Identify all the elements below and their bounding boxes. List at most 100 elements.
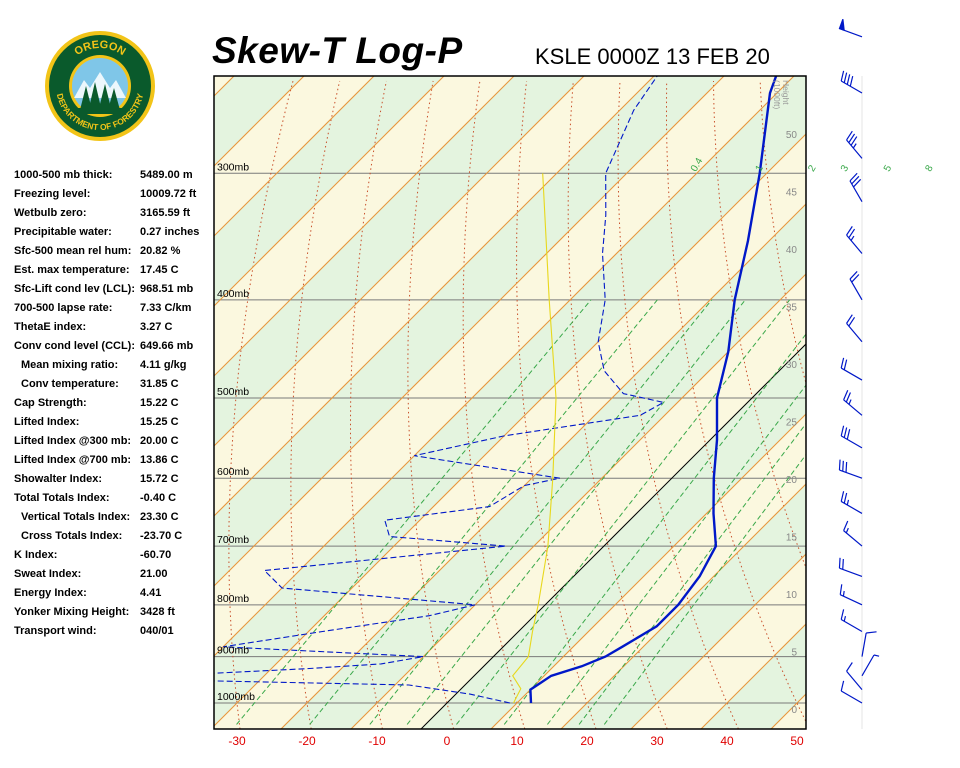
oregon-forestry-logo: OREGON DEPARTMENT OF FORESTRY [45,31,155,141]
wind-barb [840,357,863,381]
wind-barb-staff [840,500,863,514]
stat-value: 649.66 mb [140,340,194,352]
stat-value: 4.41 [140,587,162,599]
isotherm-line [214,76,515,377]
wind-barb [840,425,863,449]
mixing-ratio-line [547,384,806,725]
isotherm-band [214,76,806,726]
height-axis-label: (1000ft) [772,80,782,109]
stat-row: Est. max temperature: 17.45 C [14,264,204,283]
wind-barb-half-flag [842,590,845,597]
isotherm-line [630,553,806,729]
isotherm-line [214,76,795,657]
dry-adiabat-line [228,80,294,729]
wind-barb-flag [838,459,841,471]
wind-barb [843,390,863,416]
wind-barb [838,18,863,38]
stat-label: Energy Index: [14,587,87,599]
mixing-ratio-label: 2 [806,163,819,174]
wind-barb-staff [843,530,863,547]
wind-barb-staff [839,594,863,606]
wind-barb [838,557,863,577]
mixing-ratio-line [236,299,592,725]
isotherm-line [0,76,94,729]
stat-value: 7.33 C/km [140,302,192,314]
wind-barb-flag [845,392,851,403]
stat-row: Mean mixing ratio: 4.11 g/kg [14,359,204,378]
wind-barb [846,662,863,690]
wind-barb-staff [861,632,867,657]
wind-barb-half-flag [850,235,855,241]
height-tick-label: 30 [786,360,798,371]
wind-barb-flag [846,429,851,440]
stat-label: Cap Strength: [14,397,87,409]
stat-value: 3428 ft [140,606,175,618]
wind-barb-flag [846,226,853,236]
height-tick-label: 45 [786,188,798,199]
freezing-isotherm-line [420,343,806,729]
stat-value: 968.51 mb [140,283,194,295]
stat-value: 31.85 C [140,378,179,390]
stat-row: Vertical Totals Index: 23.30 C [14,511,204,530]
mixing-ratio-line [456,299,791,725]
wind-barb [840,680,863,704]
stat-value: 3.27 C [140,321,173,333]
stat-label: Sweat Index: [14,568,82,580]
temperature-tick-label: -10 [368,734,386,748]
wind-barb-flag [848,133,856,143]
stat-label: Transport wind: [14,625,97,637]
stat-row: 1000-500 mb thick: 5489.00 m [14,169,204,188]
wind-barb-flag [853,178,862,188]
stat-row: Conv cond level (CCL): 649.66 mb [14,340,204,359]
stat-label: Conv temperature: [21,378,119,390]
stat-label: Total Totals Index: [14,492,110,504]
wind-barb-flag [839,584,843,595]
height-axis-label: Height [781,80,791,105]
stat-label: Sfc-Lift cond lev (LCL): [14,283,135,295]
wind-barb-staff [840,690,863,704]
temperature-tick-label: -20 [298,734,316,748]
wind-barb-flag [842,460,844,472]
stat-row: Wetbulb zero: 3165.59 ft [14,207,204,226]
stat-label: K Index: [14,549,58,561]
dry-adiabat-line [807,81,960,729]
dry-adiabat-line [854,81,960,729]
stat-value: 21.00 [140,568,168,580]
temperature-tick-label: 50 [790,734,804,748]
stat-label: Est. max temperature: [14,264,130,276]
stat-row: K Index: -60.70 [14,549,204,568]
wind-barb [840,609,863,633]
wind-barb [840,491,863,514]
wind-barb-flag [849,271,858,280]
wind-barb [838,459,863,479]
mixing-ratio-label: 1 [754,163,767,174]
stat-row: Precipitable water: 0.27 inches [14,226,204,245]
chart-title: Skew-T Log-P [212,30,463,71]
wind-barb-flag [843,492,848,504]
temperature-tick-label: 10 [510,734,524,748]
height-tick-label: 50 [786,130,798,141]
wind-barb [861,631,877,657]
wind-barb-flag [840,70,845,82]
stat-value: 20.82 % [140,245,181,257]
isotherm-line [214,76,445,307]
stat-row: Transport wind: 040/01 [14,625,204,644]
isotherm-band [841,76,960,729]
stat-value: 20.00 C [140,435,179,447]
wind-barb [849,271,863,301]
wind-barb-half-flag [846,499,850,506]
pressure-label: 500mb [217,386,249,398]
dewpoint-line [214,76,666,704]
temperature-tick-label: -30 [228,734,246,748]
wind-barb-flag [842,558,844,570]
wind-barb [849,172,863,202]
stat-label: Freezing level: [14,188,91,200]
stat-row: Energy Index: 4.41 [14,587,204,606]
wind-barb-flag [843,72,848,83]
wind-barb [843,520,863,547]
temperature-tick-label: 20 [580,734,594,748]
wind-barb-flag [851,274,860,283]
pressure-label: 700mb [217,534,249,546]
mixing-ratio-line [578,422,806,725]
temperature-tick-label: 40 [720,734,734,748]
